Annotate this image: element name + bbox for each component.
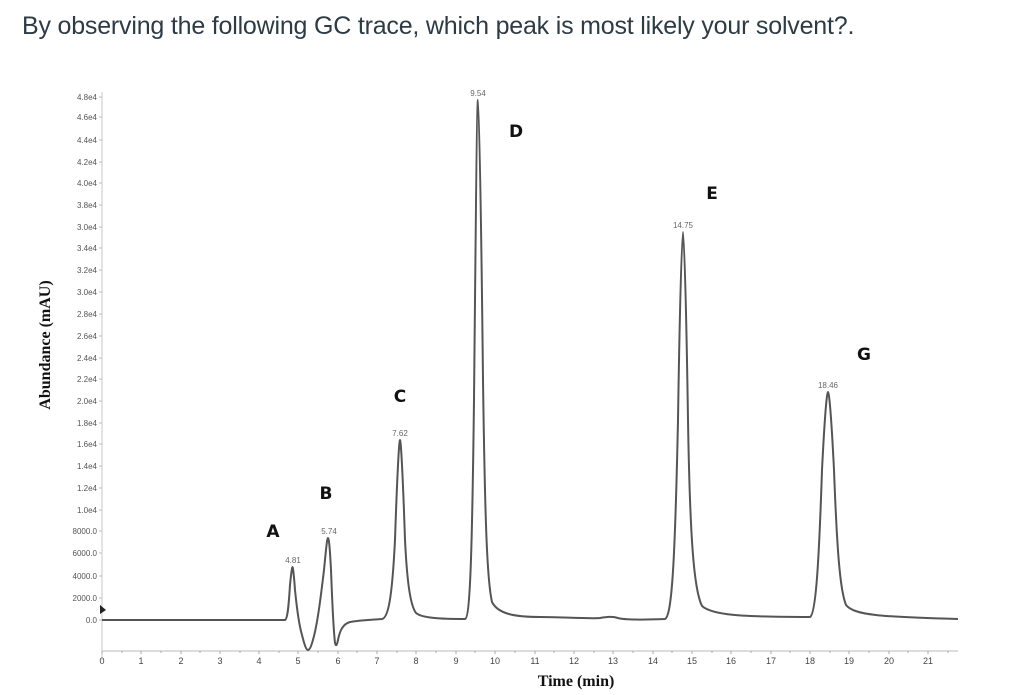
x-tick: 2: [178, 656, 183, 666]
y-tick: 8000.0: [73, 527, 98, 536]
x-tick: 5: [295, 656, 300, 666]
y-tick: 6000.0: [73, 549, 98, 558]
y-tick: 2000.0: [73, 594, 98, 603]
peak-letter-e: E: [706, 184, 718, 204]
x-tick-marks: [101, 651, 949, 654]
peak-letter-c: C: [394, 387, 406, 407]
x-tick: 8: [413, 656, 418, 666]
y-tick: 1.0e4: [77, 506, 98, 515]
y-tick: 2.8e4: [77, 310, 98, 319]
x-tick: 14: [648, 656, 658, 666]
x-tick: 10: [490, 656, 500, 666]
peak-letter-a: A: [266, 522, 280, 542]
peak-letter-g: G: [857, 345, 871, 365]
y-tick: 2.2e4: [77, 375, 98, 384]
x-tick: 16: [726, 656, 736, 666]
y-tick: 3.4e4: [77, 244, 98, 253]
y-tick: 4.2e4: [77, 158, 98, 167]
y-tick: 1.4e4: [77, 462, 98, 471]
y-tick: 0.0: [86, 616, 98, 625]
peak-rt-label-e: 14.75: [673, 221, 694, 230]
x-tick: 3: [217, 656, 222, 666]
y-tick: 1.6e4: [77, 440, 98, 449]
y-tick: 3.2e4: [77, 266, 98, 275]
x-tick: 0: [99, 656, 104, 666]
y-tick: 3.0e4: [77, 223, 98, 232]
peak-rt-label-d: 9.54: [470, 89, 486, 98]
y-axis-ticks: 4.8e4 4.6e4 4.4e4 4.2e4 4.0e4 3.8e4 3.0e…: [73, 93, 98, 625]
x-tick: 6: [335, 656, 340, 666]
peak-rt-label-a: 4.81: [285, 556, 301, 565]
peak-rt-label-b: 5.74: [321, 527, 337, 536]
x-tick: 1: [138, 656, 143, 666]
y-tick: 3.0e4: [77, 288, 98, 297]
x-tick: 18: [805, 656, 815, 666]
y-tick: 4000.0: [73, 572, 98, 581]
baseline-marker-icon: [100, 605, 106, 614]
y-axis-title: Abundance (mAU): [37, 280, 54, 409]
x-tick: 17: [766, 656, 776, 666]
x-tick: 12: [569, 656, 579, 666]
y-tick: 4.4e4: [77, 136, 98, 145]
y-tick-marks: [99, 96, 102, 621]
x-tick: 21: [923, 656, 933, 666]
peak-letter-b: B: [320, 484, 333, 504]
x-tick: 19: [844, 656, 854, 666]
peak-letter-d: D: [509, 122, 523, 142]
y-tick: 1.2e4: [77, 484, 98, 493]
y-tick: 4.8e4: [77, 93, 98, 102]
x-tick: 7: [374, 656, 379, 666]
y-tick: 2.4e4: [77, 354, 98, 363]
x-tick: 4: [256, 656, 261, 666]
x-tick: 9: [453, 656, 458, 666]
y-tick: 2.6e4: [77, 332, 98, 341]
x-axis-title: Time (min): [538, 673, 615, 690]
x-tick: 13: [608, 656, 618, 666]
y-tick: 4.6e4: [77, 113, 98, 122]
y-tick: 3.8e4: [77, 201, 98, 210]
peak-rt-label-c: 7.62: [392, 429, 408, 438]
y-tick: 4.0e4: [77, 179, 98, 188]
question-text: By observing the following GC trace, whi…: [22, 12, 855, 40]
x-axis-ticks: 0 1 2 3 4 5 6 7 8 9 10 11 12 13 14 15 16…: [99, 656, 933, 666]
x-tick: 20: [884, 656, 894, 666]
y-tick: 2.0e4: [77, 397, 98, 406]
x-tick: 11: [530, 656, 539, 666]
y-tick: 1.8e4: [77, 419, 98, 428]
peak-rt-label-g: 18.46: [818, 381, 839, 390]
chromatogram-trace: [102, 99, 959, 651]
x-tick: 15: [687, 656, 697, 666]
